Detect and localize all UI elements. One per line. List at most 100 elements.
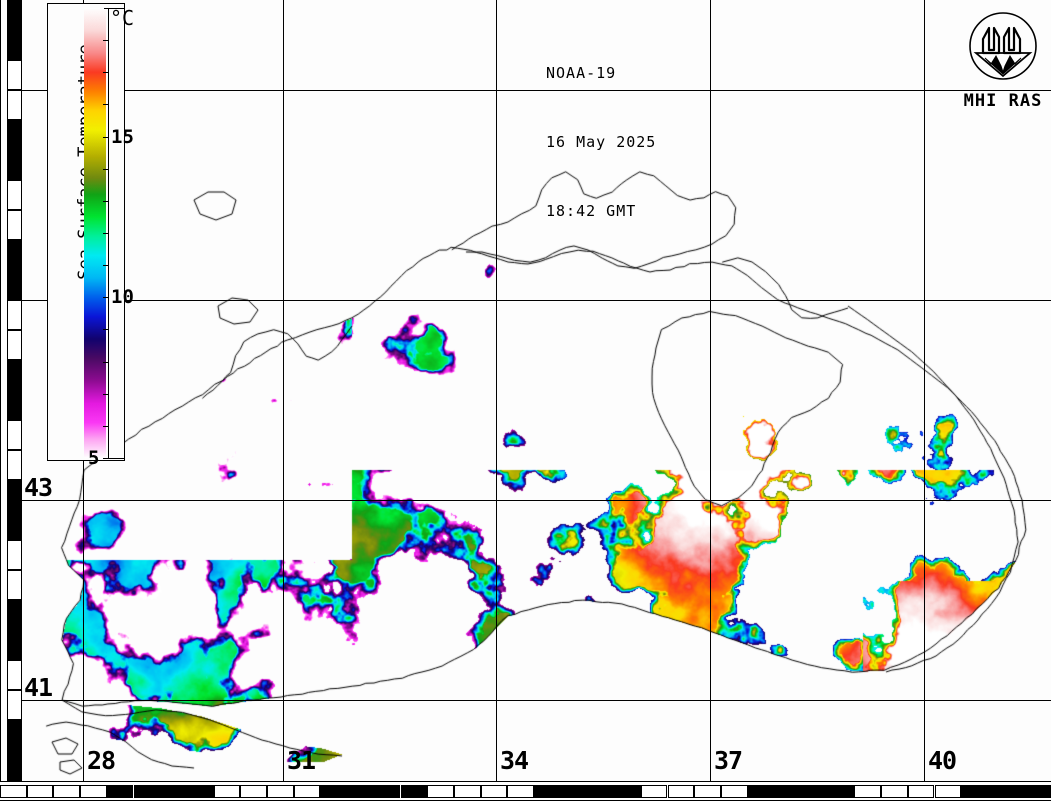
colorbar-unit-label: °C (110, 6, 135, 30)
colorbar-major-tick (103, 458, 109, 459)
frame-tick (7, 0, 21, 30)
colorbar-minor-tick (103, 168, 109, 170)
grid-line-parallel (22, 90, 1051, 91)
map-plot-area[interactable]: 28 31 34 37 40 43 41 Sea Surface Temperature °… (22, 0, 1051, 781)
institution-logo-block: MHI RAS (948, 6, 1051, 111)
frame-tick (934, 785, 962, 798)
frame-tick (7, 390, 21, 420)
frame-tick (694, 785, 721, 798)
frame-tick (7, 30, 21, 60)
frame-tick (7, 510, 21, 540)
frame-tick (7, 330, 21, 360)
frame-tick (213, 785, 241, 798)
mhi-ras-emblem-icon (969, 12, 1037, 80)
frame-tick (534, 785, 561, 798)
frame-tick (427, 785, 454, 798)
frame-tick (7, 240, 21, 270)
frame-tick (774, 785, 801, 798)
frame-tick (7, 450, 21, 480)
institution-name: MHI RAS (963, 91, 1043, 111)
colorbar-minor-tick (103, 104, 109, 106)
grid-line-parallel (22, 500, 1051, 501)
longitude-label: 28 (87, 746, 116, 775)
frame-tick (7, 660, 21, 690)
acquisition-date: 16 May 2025 (546, 133, 657, 151)
longitude-label: 31 (287, 746, 316, 775)
frame-tick (267, 785, 294, 798)
frame-tick (614, 785, 641, 798)
frame-tick (453, 785, 481, 798)
frame-tick (480, 785, 508, 798)
frame-tick (7, 720, 21, 750)
frame-tick (1041, 785, 1051, 798)
frame-tick (7, 360, 21, 390)
frame-tick (80, 785, 107, 798)
grid-line-meridian (710, 0, 711, 781)
grid-line-meridian (283, 0, 284, 781)
longitude-frame-ruler (0, 781, 1051, 801)
sst-raster-canvas (22, 0, 1051, 781)
frame-tick (587, 785, 615, 798)
colorbar-gradient (84, 8, 106, 458)
frame-tick (347, 785, 374, 798)
frame-tick (747, 785, 775, 798)
frame-tick (7, 570, 21, 600)
frame-tick (160, 785, 187, 798)
frame-tick (801, 785, 828, 798)
frame-tick (7, 120, 21, 150)
frame-tick (7, 480, 21, 510)
colorbar-minor-tick (103, 265, 109, 267)
frame-tick (7, 300, 21, 330)
colorbar-minor-tick (103, 40, 109, 42)
frame-tick (7, 630, 21, 660)
frame-tick (7, 540, 21, 570)
latitude-label: 41 (24, 673, 53, 702)
frame-tick (240, 785, 267, 798)
frame-tick (667, 785, 695, 798)
frame-tick (320, 785, 348, 798)
frame-tick (720, 785, 748, 798)
colorbar-minor-tick (103, 393, 109, 395)
frame-tick (7, 270, 21, 300)
grid-line-parallel (22, 700, 1051, 701)
acquisition-time: 18:42 GMT (546, 202, 637, 220)
colorbar-minor-tick (103, 72, 109, 74)
frame-tick (53, 785, 81, 798)
frame-tick (26, 785, 54, 798)
colorbar-minor-tick (103, 200, 109, 202)
grid-line-meridian (496, 0, 497, 781)
colorbar-minor-tick (103, 361, 109, 363)
colorbar-axis-cap-top (104, 8, 124, 9)
frame-tick (133, 785, 161, 798)
colorbar-major-tick (103, 136, 109, 138)
colorbar-major-tick (103, 297, 109, 299)
latitude-label: 43 (24, 473, 53, 502)
colorbar-tick-label: 15 (111, 125, 134, 148)
frame-tick (7, 210, 21, 240)
frame-tick (7, 150, 21, 180)
longitude-label: 40 (928, 746, 957, 775)
grid-line-parallel (22, 300, 1051, 301)
frame-tick (186, 785, 214, 798)
longitude-label: 37 (714, 746, 743, 775)
frame-tick (907, 785, 935, 798)
frame-tick (7, 420, 21, 450)
frame-tick (7, 750, 21, 780)
frame-tick (1014, 785, 1042, 798)
colorbar-tick-label: 5 (88, 447, 100, 469)
frame-tick (987, 785, 1015, 798)
frame-tick (293, 785, 321, 798)
latitude-frame-ruler (0, 0, 22, 801)
frame-tick (7, 600, 21, 630)
acquisition-info: NOAA-19 16 May 2025 18:42 GMT (546, 16, 656, 269)
longitude-label: 34 (500, 746, 529, 775)
colorbar-axis-cap-bottom (104, 458, 124, 459)
frame-tick (507, 785, 534, 798)
frame-tick (400, 785, 428, 798)
frame-tick (854, 785, 882, 798)
colorbar-minor-tick (103, 329, 109, 331)
grid-line-meridian (924, 0, 925, 781)
frame-tick (560, 785, 588, 798)
